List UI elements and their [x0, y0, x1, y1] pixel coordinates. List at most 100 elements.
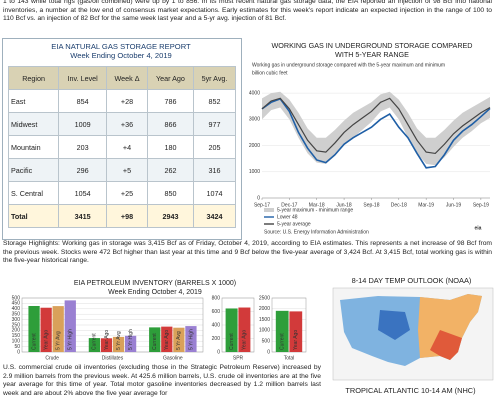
report-title: EIA NATURAL GAS STORAGE REPORT — [51, 42, 191, 51]
range-band — [262, 91, 490, 166]
table-cell: +98 — [106, 204, 148, 228]
petroleum-subtitle: Week Ending October 4, 2019 — [108, 289, 202, 296]
table-row: Mountain 203 +4 180 205 — [7, 135, 236, 159]
x-tick-label: Sep-19 — [473, 202, 489, 208]
y-tick-label: 250 — [12, 322, 21, 328]
table-cell: Pacific — [7, 158, 60, 182]
legend-swatch — [264, 208, 274, 212]
table-cell: East — [7, 89, 60, 113]
bar — [64, 300, 76, 352]
table-cell: 3424 — [193, 204, 236, 228]
y-tick-label: 1000 — [259, 328, 270, 334]
y-tick-label: 100 — [12, 339, 21, 345]
petroleum-title: EIA PETROLEUM INVENTORY (BARRELS X 1000) — [73, 280, 237, 287]
y-tick-label: 500 — [262, 339, 271, 345]
y-tick-label: 150 — [12, 333, 21, 339]
y-tick-label: 0 — [217, 349, 220, 355]
plot-frame — [21, 297, 204, 353]
y-tick-label: 350 — [12, 312, 21, 318]
table-cell: 203 — [58, 135, 108, 159]
y-tick-label: 400 — [12, 306, 21, 312]
y-tick-label: 1500 — [259, 317, 270, 323]
tropical-title: TROPICAL ATLANTIC 10-14 AM (NHC) — [345, 386, 476, 395]
y-tick-label: 800 — [212, 295, 221, 301]
highlights-text: Storage Highlights: Working gas in stora… — [3, 240, 492, 265]
table-cell: 2943 — [146, 204, 195, 228]
y-tick-label: 1000 — [249, 169, 260, 175]
bar-series-label: 5 Yr Avg — [116, 331, 122, 350]
y-tick-label: 200 — [212, 336, 221, 342]
x-tick-label: Mar-19 — [418, 202, 434, 208]
storage-chart-title: WORKING GAS IN UNDERGROUND STORAGE COMPA… — [271, 41, 473, 59]
table-cell: +36 — [106, 112, 148, 136]
storage-report-box — [2, 38, 242, 240]
source: Source: U.S. Energy Information Administ… — [264, 229, 369, 235]
table-cell: Midwest — [7, 112, 60, 136]
table-cell: 977 — [193, 112, 236, 136]
chart-subtitle: Working gas in underground storage compa… — [252, 62, 445, 68]
y-tick-label: 3000 — [249, 117, 260, 123]
x-tick-label: Dec-17 — [281, 202, 297, 208]
table-cell: 1074 — [193, 181, 236, 205]
bar-series-label: Year Ago — [43, 330, 49, 350]
y-tick-label: 0 — [257, 195, 260, 201]
bar — [289, 311, 303, 352]
bar-series-label: Current — [31, 333, 37, 350]
bar — [238, 307, 251, 352]
table-row: S. Central 1054 +25 850 1074 — [7, 181, 236, 205]
bar-series-label: Current — [152, 333, 158, 350]
map-southeast — [430, 330, 462, 360]
table-cell: 1009 — [58, 112, 108, 136]
x-tick-label: Jun-19 — [446, 202, 462, 208]
bar — [161, 326, 173, 352]
map-cold-core — [378, 310, 410, 340]
series-line — [261, 97, 491, 169]
x-tick-label: Mar-18 — [309, 202, 325, 208]
bar — [185, 326, 197, 352]
bar-series-label: 5 Yr High — [188, 329, 194, 350]
table-cell: 866 — [146, 112, 195, 136]
legend-label: 5-year maximum - minimum range — [277, 207, 353, 213]
y-tick-label: 2000 — [259, 306, 270, 312]
plot-frame — [271, 297, 307, 353]
bar — [275, 310, 289, 352]
x-tick-label: Total — [284, 355, 295, 361]
table-cell: 852 — [193, 89, 236, 113]
y-axis-label: billion cubic feet — [252, 70, 288, 76]
bar — [52, 306, 64, 352]
y-tick-label: 4000 — [249, 90, 260, 96]
storage-table: Region Inv. Level Week Δ Year Ago 5yr Avg. Ea… — [7, 66, 236, 228]
bar — [149, 327, 161, 352]
plot-frame — [221, 297, 255, 353]
table-row: Total 3415 +98 2943 3424 — [7, 204, 236, 228]
bar-series-label: Year Ago — [242, 330, 248, 350]
series-line — [261, 97, 491, 155]
bar — [124, 335, 137, 352]
bar — [112, 336, 125, 352]
y-tick-label: 0 — [267, 349, 270, 355]
bar — [100, 338, 113, 352]
bar-series-label: 5 Yr High — [68, 329, 74, 350]
table-cell: S. Central — [7, 181, 60, 205]
logo: eia — [475, 225, 482, 231]
table-cell: 205 — [193, 135, 236, 159]
outlook-title: 8-14 DAY TEMP OUTLOOK (NOAA) — [351, 276, 472, 285]
table-cell: +4 — [106, 135, 148, 159]
x-tick-label: Crude — [45, 355, 59, 361]
legend-label: 5-year average — [277, 221, 311, 227]
y-tick-label: 2500 — [259, 295, 270, 301]
bar-series-label: Current — [92, 333, 98, 350]
table-cell: 850 — [146, 181, 195, 205]
bar — [88, 338, 101, 352]
bar-series-label: 5 Yr High — [128, 329, 134, 350]
header-cell: Inv. Level — [58, 66, 108, 90]
legend-label: Lower 48 — [277, 214, 298, 220]
bar — [28, 305, 40, 352]
petroleum-text: U.S. commercial crude oil inventories (e… — [3, 364, 321, 397]
y-tick-label: 50 — [14, 344, 20, 350]
y-tick-label: 2000 — [249, 143, 260, 149]
intro-text: 1 to 143 while total rigs (gas/oil combi… — [3, 0, 492, 23]
x-tick-label: Gasoline — [163, 355, 183, 361]
x-tick-label: Distillates — [102, 355, 124, 361]
